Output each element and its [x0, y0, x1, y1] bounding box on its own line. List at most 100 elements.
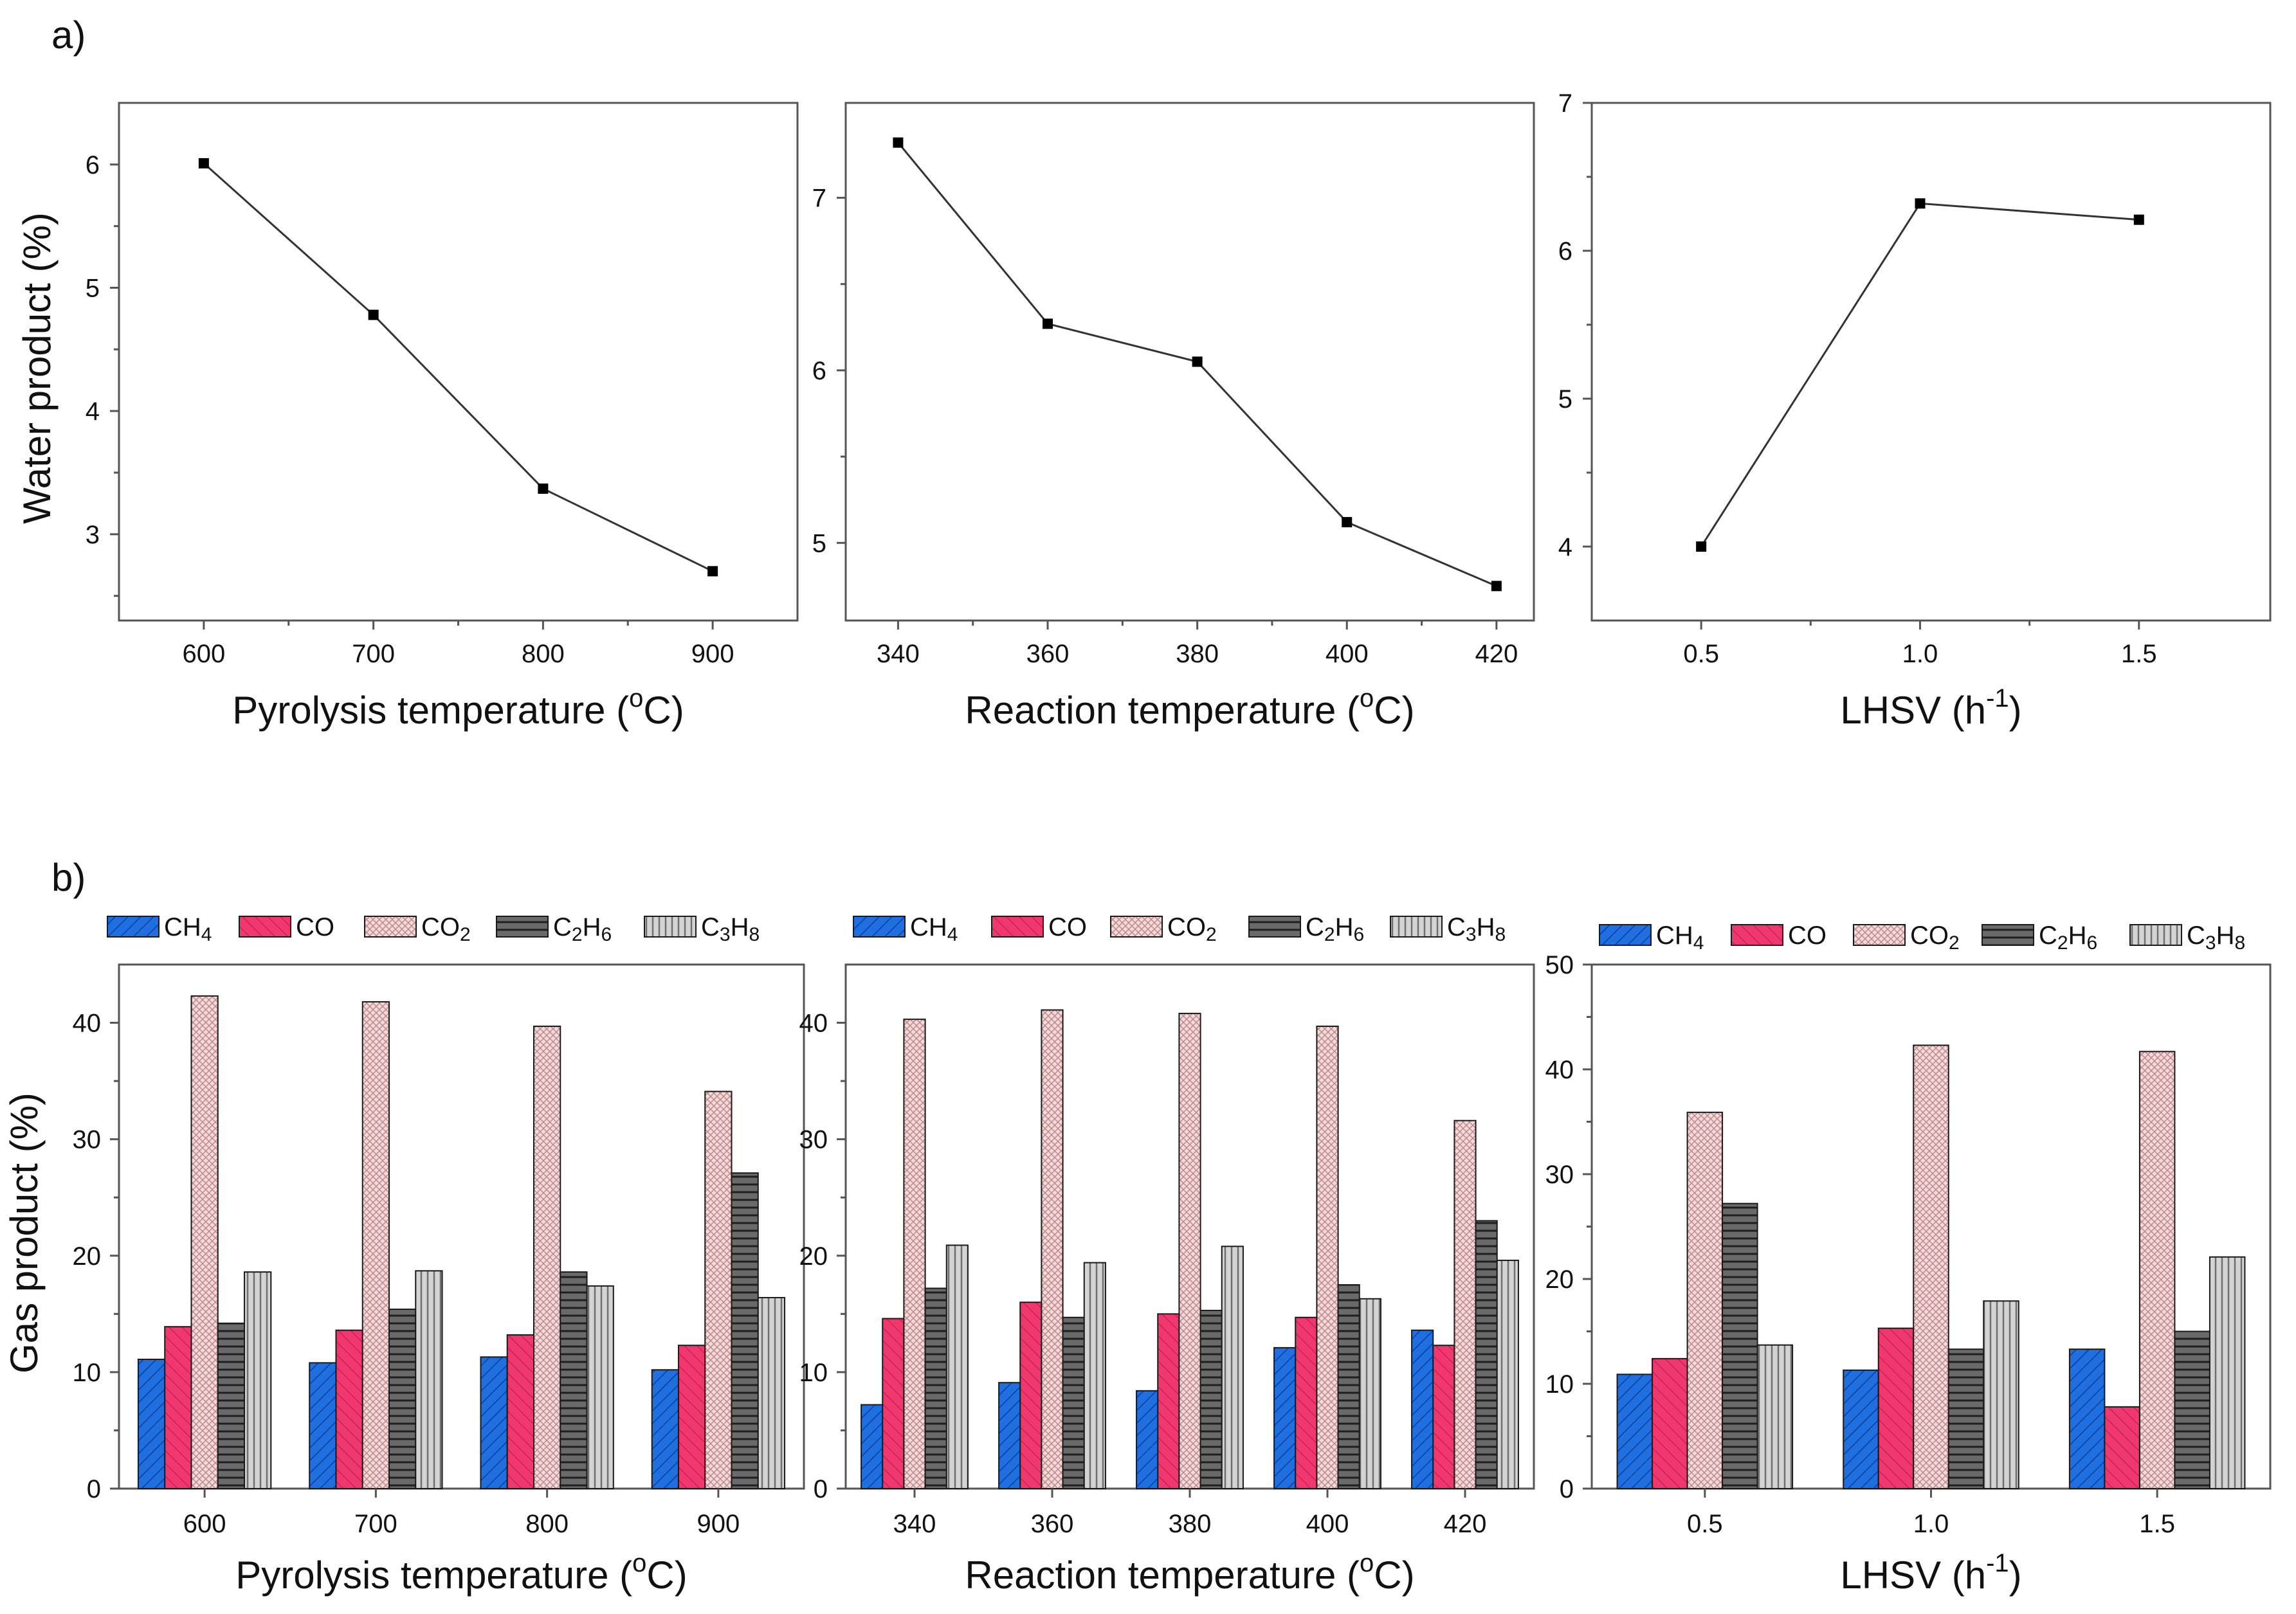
data-point — [1491, 581, 1502, 592]
bar-c2h6 — [924, 1287, 947, 1489]
bar-co — [882, 1318, 905, 1490]
x-tick-label: 700 — [352, 640, 395, 668]
legend-swatch-c3h8 — [2129, 924, 2182, 946]
bar-chart-3: 0.5 1.0 1.5 0 10 20 30 40 50 CH4 CO CO2 C2H6 C3H8 — [1545, 921, 2272, 1538]
series-line — [203, 162, 713, 572]
y-tick-label: 0 — [814, 1475, 828, 1503]
bar-ch4 — [1616, 1374, 1654, 1490]
x-axis-label-b1: Pyrolysis temperature (oC) — [235, 1549, 687, 1597]
y-tick-label: 30 — [73, 1126, 102, 1154]
bar-c2h6 — [1199, 1309, 1223, 1490]
x-tick-label: 380 — [1176, 640, 1219, 668]
y-tick-label: 40 — [1545, 1056, 1574, 1084]
legend-label-c3h8: C3H8 — [1447, 913, 1506, 945]
bar-c2h6 — [2174, 1330, 2210, 1489]
x-tick-label: 900 — [697, 1510, 740, 1538]
y-tick-label: 40 — [73, 1010, 102, 1038]
bar-ch4 — [309, 1362, 337, 1489]
bar-co2 — [1178, 1013, 1201, 1489]
legend-label-ch4: CH4 — [1656, 921, 1704, 954]
bar-chart-2: 340 360 380 400 420 0 10 20 30 40 CH4 CO CO2 C2H6 C3H8 — [799, 913, 1535, 1538]
series-line — [1700, 202, 2139, 547]
bar-c2h6 — [1947, 1348, 1985, 1489]
bar-co2 — [903, 1019, 926, 1489]
bar-c3h8 — [945, 1244, 969, 1489]
y-tick-label: 6 — [86, 151, 100, 179]
x-tick-label: 600 — [183, 1510, 226, 1538]
legend-label-co: CO — [296, 913, 334, 941]
bar-co2 — [1913, 1044, 1949, 1489]
legend-label-co: CO — [1048, 913, 1087, 941]
bar-ch4 — [1843, 1369, 1879, 1490]
plot-frame — [118, 102, 799, 622]
bar-ch4 — [2068, 1348, 2106, 1489]
legend-label-ch4: CH4 — [164, 913, 212, 945]
y-tick-label: 4 — [1558, 533, 1572, 561]
bar-co2 — [704, 1091, 733, 1489]
y-tick-label: 10 — [799, 1359, 828, 1387]
y-tick-label: 3 — [86, 521, 100, 549]
x-axis-label-a2: Reaction temperature (oC) — [965, 684, 1414, 732]
panel-label-a: a) — [51, 14, 86, 57]
x-tick-label: 1.5 — [2121, 640, 2157, 668]
bar-ch4 — [998, 1382, 1021, 1490]
x-tick-label: 360 — [1026, 640, 1070, 668]
bar-co — [677, 1345, 706, 1490]
bar-co2 — [190, 995, 219, 1489]
legend-swatch-c3h8 — [644, 916, 697, 938]
plot-frame — [118, 963, 805, 1490]
y-tick-label: 7 — [1558, 89, 1572, 118]
bar-co — [1019, 1301, 1043, 1489]
legend-swatch-co — [1731, 924, 1783, 946]
legend-swatch-c2h6 — [1982, 924, 2034, 946]
y-tick-label: 40 — [799, 1010, 828, 1038]
y-tick-label: 0 — [1560, 1475, 1574, 1503]
legend-swatch-ch4 — [1599, 924, 1652, 946]
legend-label-c3h8: C3H8 — [701, 913, 760, 945]
x-tick-label: 340 — [877, 640, 920, 668]
x-tick-label: 380 — [1169, 1510, 1212, 1538]
bar-co2 — [1041, 1009, 1064, 1489]
bar-co — [164, 1326, 192, 1490]
data-point — [1915, 198, 1926, 209]
x-tick-label: 340 — [893, 1510, 936, 1538]
legend-label-c2h6: C2H6 — [2039, 921, 2097, 954]
x-tick-label: 800 — [525, 1510, 569, 1538]
bar-co — [335, 1329, 363, 1490]
bar-co — [506, 1334, 534, 1490]
legend: CH4 CO CO2 C2H6 C3H8 — [853, 913, 1506, 945]
bar-c2h6 — [1722, 1202, 1758, 1489]
data-point — [1043, 318, 1053, 329]
data-point — [2133, 214, 2144, 225]
data-point — [198, 158, 209, 168]
x-tick-label: 900 — [691, 640, 734, 668]
bar-ch4 — [137, 1358, 166, 1489]
legend-label-c2h6: C2H6 — [1306, 913, 1364, 945]
y-tick-label: 7 — [812, 185, 826, 213]
data-point — [893, 137, 904, 148]
data-point — [368, 309, 379, 320]
legend-label-co2: CO2 — [1167, 913, 1217, 945]
bar-c3h8 — [1756, 1344, 1794, 1489]
x-tick-label: 400 — [1306, 1510, 1349, 1538]
bar-c2h6 — [560, 1271, 588, 1489]
y-tick-label: 0 — [87, 1475, 101, 1503]
plot-frame — [1590, 102, 2272, 622]
bar-c3h8 — [1083, 1262, 1106, 1489]
legend-label-co2: CO2 — [1910, 921, 1960, 954]
legend-label-co: CO — [1788, 921, 1827, 950]
bar-co2 — [1316, 1025, 1339, 1489]
bar-c3h8 — [415, 1270, 443, 1490]
legend-swatch-c3h8 — [1390, 916, 1443, 938]
legend-swatch-c2h6 — [496, 916, 549, 938]
x-tick-label: 360 — [1031, 1510, 1074, 1538]
y-tick-label: 20 — [1545, 1265, 1574, 1294]
legend-swatch-ch4 — [853, 916, 906, 938]
data-point — [1342, 517, 1353, 528]
y-tick-label: 5 — [812, 529, 826, 558]
legend-swatch-co — [239, 916, 291, 938]
x-axis-label-a1: Pyrolysis temperature (oC) — [232, 684, 684, 732]
y-axis-label-b1: Gas product (%) — [3, 1093, 46, 1374]
x-tick-label: 420 — [1475, 640, 1518, 668]
